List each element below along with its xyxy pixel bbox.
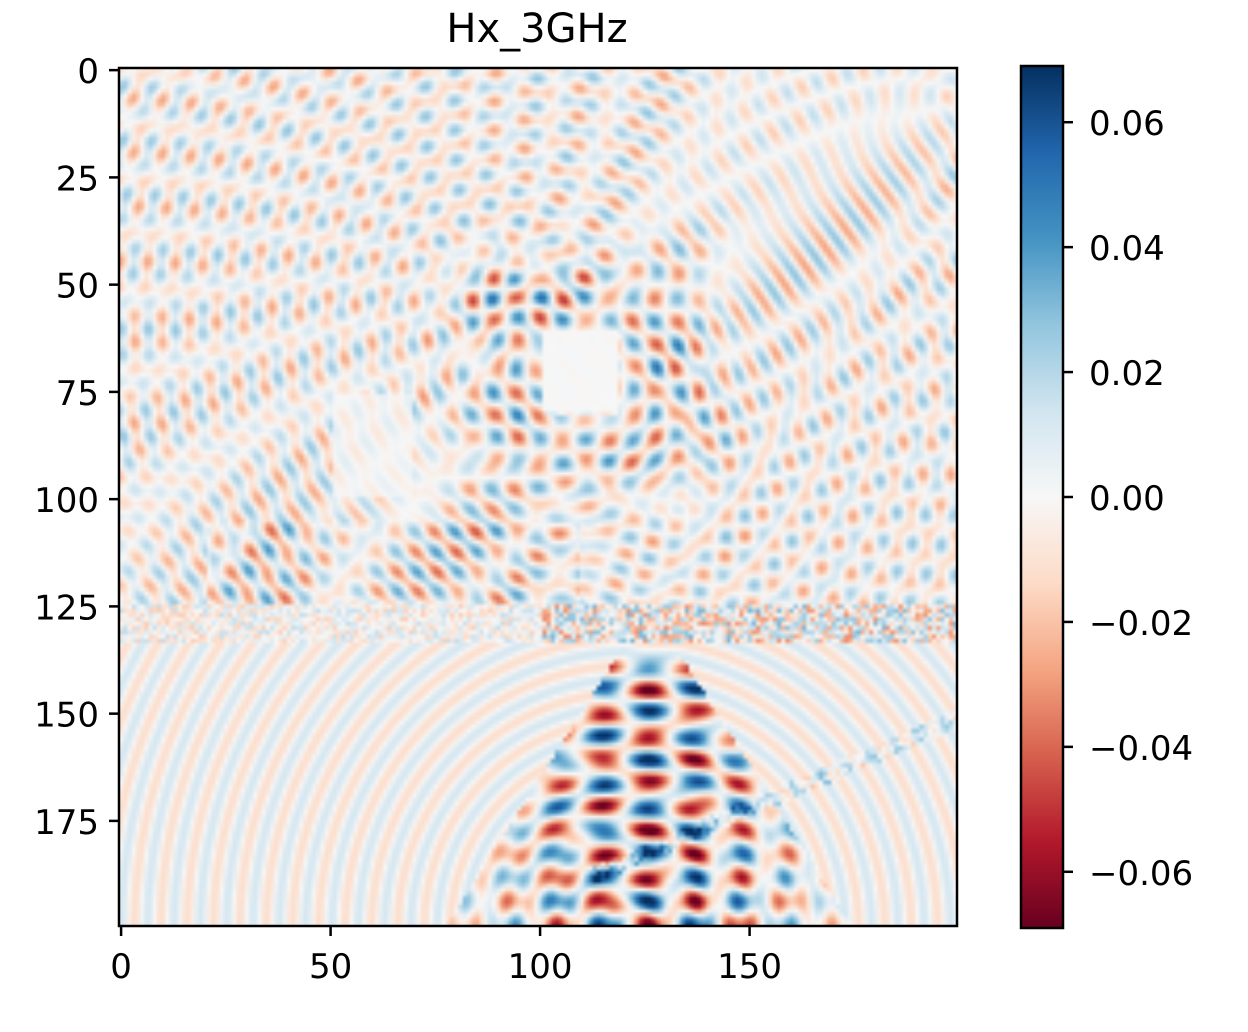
x-tick-label: 150 [717,947,782,987]
chart-title: Hx_3GHz [446,6,627,52]
y-tick-label: 150 [34,696,99,736]
x-tick-label: 100 [508,947,573,987]
colorbar-tick-label: −0.02 [1089,604,1193,644]
colorbar-ticks: 0.06 0.04 0.02 0.00 −0.02 −0.04 −0.06 [1063,104,1193,894]
colorbar-tick-label: −0.06 [1089,854,1193,894]
y-tick-label: 50 [56,267,99,307]
colorbar: 0.06 0.04 0.02 0.00 −0.02 −0.04 −0.06 [1019,64,1193,930]
colorbar-tick-label: 0.06 [1089,104,1165,144]
x-axis: 0 50 100 150 [110,926,782,987]
plot-frame [117,66,959,928]
y-axis: 0 25 50 75 100 125 150 175 [34,52,119,843]
heatmap-image [119,68,957,926]
colorbar-tick-label: 0.02 [1089,354,1165,394]
y-tick-label: 125 [34,588,99,628]
y-tick-label: 0 [77,52,99,92]
x-tick-label: 50 [309,947,352,987]
y-tick-label: 100 [34,481,99,521]
y-tick-label: 175 [34,803,99,843]
y-tick-label: 25 [56,159,99,199]
colorbar-gradient [1021,66,1063,928]
x-tick-label: 0 [110,947,132,987]
y-tick-label: 75 [56,374,99,414]
heatmap-plot-area [117,66,959,928]
colorbar-tick-label: −0.04 [1089,729,1193,769]
colorbar-tick-label: 0.04 [1089,229,1165,269]
colorbar-tick-label: 0.00 [1089,479,1165,519]
